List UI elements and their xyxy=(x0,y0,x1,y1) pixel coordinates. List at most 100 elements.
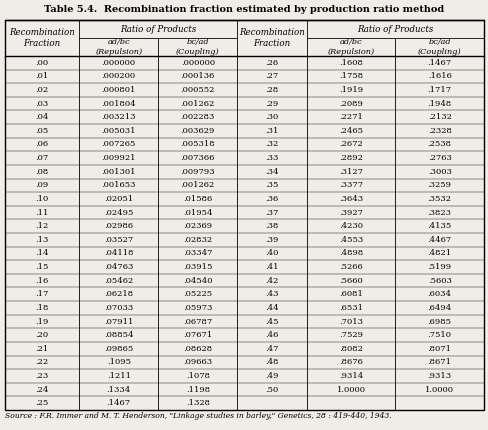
Text: .18: .18 xyxy=(35,304,49,312)
Text: .6494: .6494 xyxy=(427,304,451,312)
Text: .2672: .2672 xyxy=(339,141,362,148)
Text: .003213: .003213 xyxy=(102,113,136,121)
Text: .39: .39 xyxy=(265,236,278,244)
Text: .000136: .000136 xyxy=(180,72,215,80)
Text: .28: .28 xyxy=(265,86,278,94)
Text: .6531: .6531 xyxy=(338,304,362,312)
Text: Recombination
Fraction: Recombination Fraction xyxy=(239,28,305,48)
Text: .06218: .06218 xyxy=(104,290,133,298)
Text: .02: .02 xyxy=(36,86,49,94)
Text: .04540: .04540 xyxy=(183,276,212,285)
Text: .19: .19 xyxy=(35,317,49,326)
Text: .37: .37 xyxy=(265,209,278,217)
Text: .4467: .4467 xyxy=(427,236,451,244)
Text: ad/bc
(Repulsion): ad/bc (Repulsion) xyxy=(95,38,142,55)
Text: .50: .50 xyxy=(265,386,278,393)
Text: .9313: .9313 xyxy=(427,372,451,380)
Text: .04: .04 xyxy=(35,113,49,121)
Text: Table 5.4.  Recombination fraction estimated by production ratio method: Table 5.4. Recombination fraction estima… xyxy=(44,5,444,14)
Text: .34: .34 xyxy=(265,168,278,176)
Text: .26: .26 xyxy=(265,59,278,67)
Text: .05: .05 xyxy=(36,127,49,135)
Text: .03: .03 xyxy=(36,100,49,108)
Text: .41: .41 xyxy=(265,263,278,271)
Text: .001804: .001804 xyxy=(101,100,136,108)
Text: .24: .24 xyxy=(35,386,49,393)
Text: .43: .43 xyxy=(265,290,278,298)
Text: .31: .31 xyxy=(265,127,278,135)
Text: .45: .45 xyxy=(265,317,278,326)
Text: .49: .49 xyxy=(265,372,278,380)
Text: ad/bc
(Repulsion): ad/bc (Repulsion) xyxy=(327,38,374,55)
Text: .2132: .2132 xyxy=(427,113,451,121)
Text: .01586: .01586 xyxy=(183,195,212,203)
Text: .03527: .03527 xyxy=(104,236,133,244)
Text: .002283: .002283 xyxy=(180,113,215,121)
Text: .4898: .4898 xyxy=(338,249,363,258)
Text: .001262: .001262 xyxy=(180,181,215,189)
Text: Ratio of Products: Ratio of Products xyxy=(120,25,196,34)
Text: .1616: .1616 xyxy=(427,72,451,80)
Text: .02986: .02986 xyxy=(104,222,133,230)
Text: .2465: .2465 xyxy=(338,127,362,135)
Text: .2892: .2892 xyxy=(339,154,362,162)
Text: .7510: .7510 xyxy=(427,331,451,339)
Text: .6985: .6985 xyxy=(427,317,451,326)
Text: .4135: .4135 xyxy=(427,222,451,230)
Text: .009793: .009793 xyxy=(180,168,215,176)
Text: .000000: .000000 xyxy=(181,59,214,67)
Text: .003629: .003629 xyxy=(180,127,215,135)
Text: .30: .30 xyxy=(265,113,278,121)
Text: .1608: .1608 xyxy=(339,59,362,67)
Text: .06787: .06787 xyxy=(183,317,212,326)
Text: bc/ad
(Coupling): bc/ad (Coupling) xyxy=(176,38,219,55)
Text: .4553: .4553 xyxy=(338,236,363,244)
Text: .46: .46 xyxy=(265,331,278,339)
Text: .21: .21 xyxy=(36,345,49,353)
Text: .6034: .6034 xyxy=(427,290,451,298)
Text: .8671: .8671 xyxy=(427,358,451,366)
Text: .12: .12 xyxy=(36,222,49,230)
Text: .3643: .3643 xyxy=(338,195,363,203)
Text: .1078: .1078 xyxy=(185,372,209,380)
Text: .44: .44 xyxy=(264,304,278,312)
Text: .1328: .1328 xyxy=(185,399,209,407)
Text: .05225: .05225 xyxy=(183,290,212,298)
Text: .009921: .009921 xyxy=(102,154,136,162)
Text: .09865: .09865 xyxy=(104,345,133,353)
Text: .1211: .1211 xyxy=(106,372,130,380)
Text: .32: .32 xyxy=(265,141,278,148)
Text: .8676: .8676 xyxy=(339,358,362,366)
Text: .36: .36 xyxy=(265,195,278,203)
Text: .13: .13 xyxy=(35,236,49,244)
Text: .17: .17 xyxy=(35,290,49,298)
Text: .08628: .08628 xyxy=(183,345,212,353)
Text: Ratio of Products: Ratio of Products xyxy=(357,25,433,34)
Text: .1095: .1095 xyxy=(106,358,130,366)
Text: .23: .23 xyxy=(36,372,49,380)
Text: .7013: .7013 xyxy=(338,317,362,326)
Text: .3823: .3823 xyxy=(427,209,451,217)
Text: .001653: .001653 xyxy=(102,181,136,189)
Text: .08: .08 xyxy=(36,168,49,176)
Text: .02832: .02832 xyxy=(183,236,212,244)
Text: .02495: .02495 xyxy=(104,209,133,217)
Text: .3532: .3532 xyxy=(427,195,451,203)
Text: .2328: .2328 xyxy=(427,127,451,135)
Text: .3003: .3003 xyxy=(427,168,451,176)
Text: .1948: .1948 xyxy=(427,100,451,108)
Text: .03347: .03347 xyxy=(183,249,212,258)
Text: .48: .48 xyxy=(265,358,278,366)
Text: .01: .01 xyxy=(36,72,49,80)
Text: .8082: .8082 xyxy=(339,345,362,353)
Text: .5266: .5266 xyxy=(339,263,362,271)
Text: .1919: .1919 xyxy=(338,86,363,94)
Text: .04118: .04118 xyxy=(104,249,133,258)
Text: .16: .16 xyxy=(36,276,49,285)
Text: .22: .22 xyxy=(36,358,49,366)
Text: .1758: .1758 xyxy=(338,72,363,80)
Text: .000552: .000552 xyxy=(180,86,215,94)
Text: .47: .47 xyxy=(265,345,278,353)
Text: .07911: .07911 xyxy=(104,317,133,326)
Text: .06: .06 xyxy=(36,141,49,148)
